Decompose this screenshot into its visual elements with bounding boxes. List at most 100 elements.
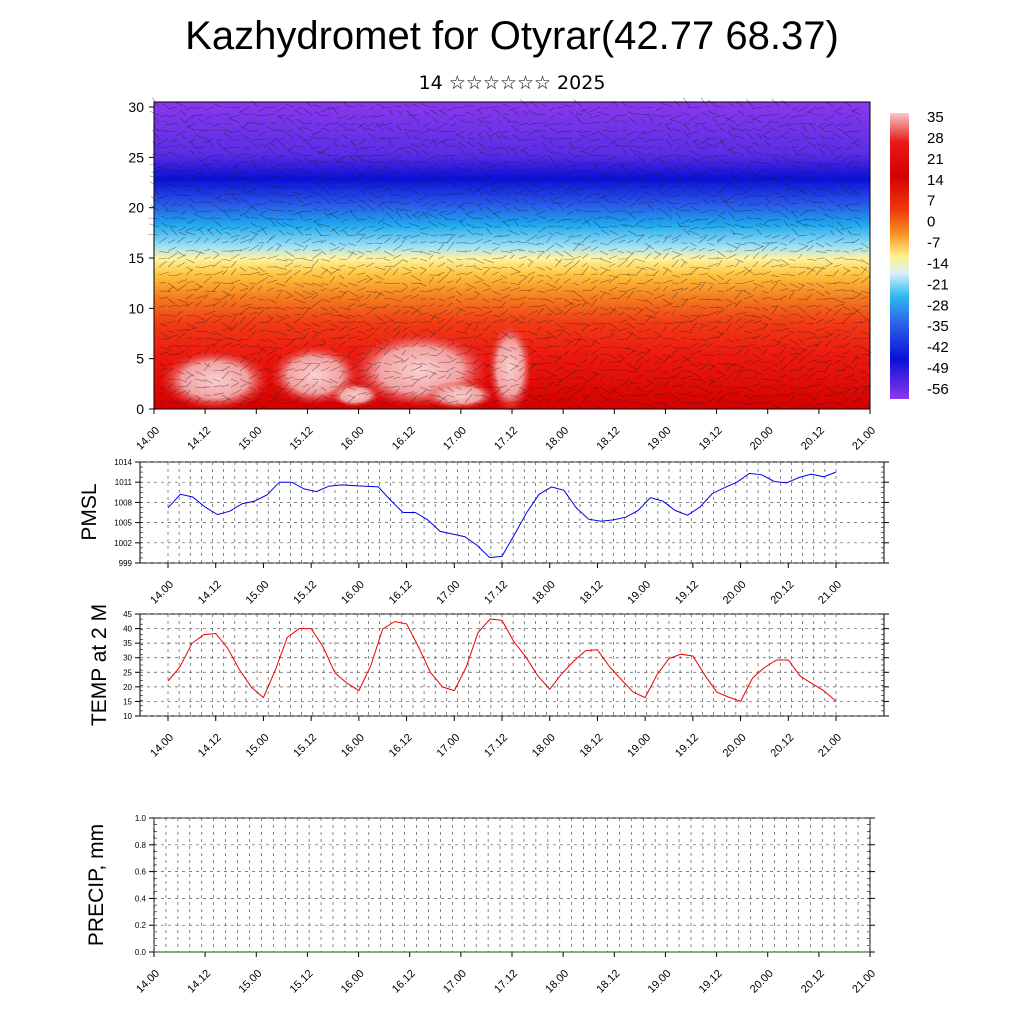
wind-vector (555, 178, 565, 183)
precip-x-tick-label: 15.12 (288, 968, 316, 996)
wind-vector (553, 194, 565, 200)
precip-x-tick-label: 14.00 (134, 968, 162, 996)
pmsl-x-tick-label: 15.12 (291, 579, 319, 607)
precip-x-tick-label: 17.12 (492, 968, 520, 996)
wind-vector (563, 302, 574, 308)
wind-vector (619, 198, 628, 204)
wind-vector (374, 373, 380, 380)
wind-vector (257, 266, 265, 272)
wind-vector (161, 103, 169, 108)
wind-vector (714, 154, 727, 158)
wind-vector (582, 122, 592, 124)
wind-vector (831, 146, 844, 152)
wind-vector (635, 298, 648, 303)
wind-vector (259, 225, 268, 236)
wind-vector (844, 102, 853, 108)
wind-vector (338, 282, 349, 288)
wind-vector (527, 378, 539, 380)
wind-vector (428, 154, 439, 160)
wind-vector (653, 240, 660, 244)
wind-vector (239, 399, 246, 404)
wind-vector (518, 372, 526, 380)
wind-vector (401, 258, 409, 263)
wind-vector (392, 298, 402, 302)
wind-vector (495, 133, 502, 140)
wind-vector (366, 128, 376, 132)
wind-vector (266, 314, 273, 320)
wind-vector (329, 328, 336, 332)
wind-vector (725, 321, 733, 332)
wind-vector (548, 139, 556, 148)
wind-vector (691, 185, 700, 188)
wind-vector (197, 171, 205, 180)
wind-vector (365, 362, 377, 366)
pmsl-x-tick-label: 15.00 (244, 579, 272, 607)
wind-vector (716, 250, 727, 258)
wind-vector (554, 122, 565, 125)
wind-vector (860, 242, 870, 249)
wind-vector (662, 379, 671, 388)
wind-vector (761, 323, 768, 332)
wind-vector (374, 242, 384, 244)
wind-vector (406, 110, 412, 116)
wind-vector (725, 386, 734, 390)
wind-vector (275, 388, 284, 396)
wind-vector (518, 256, 527, 260)
wind-vector (797, 402, 808, 408)
wind-vector (653, 310, 661, 316)
wind-vector (598, 111, 610, 116)
wind-vector (320, 338, 327, 343)
wind-vector (581, 262, 588, 268)
wind-vector (606, 216, 619, 220)
wind-vector (512, 134, 520, 140)
wind-vector (806, 304, 816, 308)
wind-vector (457, 204, 466, 212)
wind-vector (589, 154, 601, 156)
wind-vector (796, 106, 808, 113)
wind-vector (536, 234, 547, 239)
wind-vector (824, 330, 833, 337)
wind-vector (592, 193, 601, 196)
wind-vector (671, 365, 683, 372)
precip-x-tick-label: 18.00 (543, 968, 571, 996)
wind-vector (745, 162, 754, 168)
wind-vector (836, 178, 844, 188)
wind-vector (520, 146, 529, 152)
wind-vector (833, 257, 844, 260)
wind-vector (725, 375, 733, 380)
wind-vector (743, 330, 752, 334)
wind-vector (804, 218, 817, 220)
wind-vector (835, 217, 844, 220)
wind-vector (491, 367, 500, 372)
colorbar-label: -21 (927, 276, 949, 293)
wind-vector (763, 218, 772, 224)
pmsl-y-tick-label: 1011 (115, 478, 133, 487)
wind-vector (469, 189, 475, 196)
wind-vector (769, 164, 781, 172)
wind-vector (165, 122, 178, 125)
wind-vector (482, 310, 493, 316)
wind-vector (203, 248, 211, 252)
wind-vector (160, 221, 169, 228)
wind-vector (635, 354, 644, 364)
wind-vector (761, 394, 770, 398)
wind-vector (440, 201, 448, 204)
wind-vector (819, 205, 826, 212)
wind-vector (258, 106, 268, 113)
wind-vector (599, 292, 606, 300)
wind-vector (401, 282, 408, 287)
wind-vector (395, 210, 403, 220)
wind-vector (390, 201, 403, 204)
wind-vector (176, 378, 187, 382)
wind-vector (599, 369, 611, 372)
wind-vector (410, 286, 419, 292)
wind-vector (760, 114, 772, 116)
wind-vector (600, 229, 610, 236)
wind-vector (230, 313, 242, 316)
wind-vector (797, 320, 805, 324)
wind-vector (676, 157, 682, 164)
wind-vector (851, 186, 862, 194)
wind-vector (401, 391, 414, 396)
wind-vector (548, 207, 556, 212)
wind-vector (222, 209, 232, 220)
